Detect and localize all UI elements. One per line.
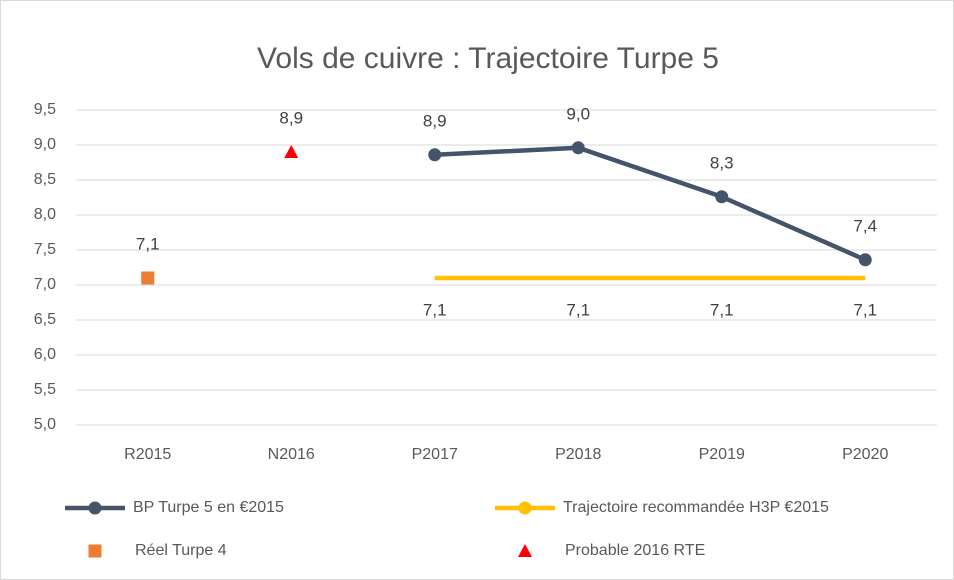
point-marker (715, 190, 729, 204)
x-tick-label: N2016 (268, 446, 315, 463)
y-tick-label: 7,5 (34, 241, 56, 258)
point-marker (141, 271, 155, 285)
legend-label: Réel Turpe 4 (135, 542, 227, 559)
data-label: 7,1 (423, 300, 447, 319)
series-line (434, 145, 867, 262)
legend-marker (518, 544, 532, 557)
data-label: 9,0 (566, 104, 590, 123)
y-tick-label: 8,5 (34, 171, 56, 188)
y-tick-label: 9,0 (34, 136, 56, 153)
legend-marker (518, 501, 532, 515)
data-label: 7,4 (853, 216, 877, 235)
data-label: 7,1 (853, 300, 877, 319)
data-label: 8,9 (423, 111, 447, 130)
x-tick-label: P2018 (555, 446, 601, 463)
data-label: 7,1 (566, 300, 590, 319)
chart-title: Vols de cuivre : Trajectoire Turpe 5 (257, 42, 719, 75)
x-tick-label: P2019 (699, 446, 745, 463)
data-label: 7,1 (136, 234, 160, 253)
y-tick-label: 8,0 (34, 206, 56, 223)
x-tick-label: P2017 (412, 446, 458, 463)
data-label: 7,1 (710, 300, 734, 319)
x-tick-label: R2015 (124, 446, 171, 463)
legend-label: Probable 2016 RTE (565, 542, 705, 559)
y-tick-label: 6,5 (34, 311, 56, 328)
y-tick-label: 5,5 (34, 381, 56, 398)
point-marker (284, 145, 299, 158)
legend-marker (88, 501, 102, 515)
legend-marker (88, 544, 102, 558)
data-label: 8,9 (279, 108, 303, 127)
y-tick-label: 5,0 (34, 416, 56, 433)
point-marker (858, 253, 872, 267)
legend-label: BP Turpe 5 en €2015 (133, 499, 284, 516)
point-marker (428, 148, 442, 162)
legend-label: Trajectoire recommandée H3P €2015 (563, 499, 829, 516)
y-tick-label: 6,0 (34, 346, 56, 363)
y-tick-label: 7,0 (34, 276, 56, 293)
x-tick-label: P2020 (842, 446, 888, 463)
y-tick-label: 9,5 (34, 101, 56, 118)
data-label: 8,3 (710, 153, 734, 172)
point-marker (571, 141, 585, 155)
